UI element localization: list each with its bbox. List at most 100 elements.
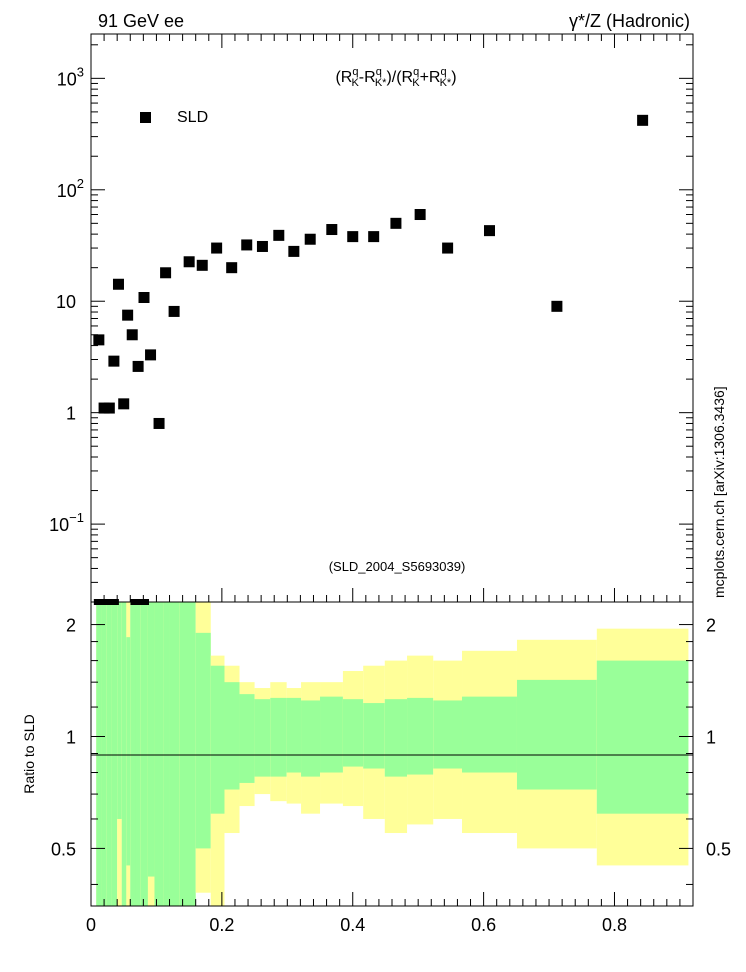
x-tick-label: 0: [86, 915, 96, 935]
ratio-inner-band: [363, 703, 385, 769]
ratio-inner-band: [320, 696, 343, 773]
data-point: [93, 334, 105, 346]
plot-title: (Rq K-Rq K*)/(Rq K+Rq K*): [335, 66, 456, 89]
data-point: [483, 225, 495, 237]
ratio-inner-band: [147, 602, 155, 877]
plot-title-part: K: [351, 77, 359, 89]
ratio-y-axis-label: Ratio to SLD: [21, 714, 37, 793]
ratio-inner-band: [384, 699, 408, 777]
ratio-inner-band: [210, 665, 225, 814]
data-point: [126, 329, 138, 341]
data-point: [551, 300, 563, 312]
data-point: [273, 229, 285, 241]
ratio-inner-band: [224, 682, 240, 790]
plot-title-part: q: [440, 66, 446, 78]
data-point: [347, 231, 359, 243]
data-point: [108, 355, 120, 367]
ratio-inner-band: [126, 637, 131, 866]
data-point: [103, 402, 115, 414]
ratio-inner-band: [342, 699, 364, 767]
data-point: [256, 240, 268, 252]
data-point: [160, 267, 172, 279]
ratio-inner-band: [179, 602, 196, 906]
ratio-inner-band: [121, 602, 127, 906]
data-point: [168, 305, 180, 317]
ratio-inner-band: [239, 694, 255, 783]
data-point: [118, 398, 130, 410]
plot-title-part: )/(R: [386, 69, 413, 86]
side-watermark-label: mcplots.cern.ch [arXiv:1306.3436]: [711, 386, 727, 598]
data-point: [288, 245, 300, 257]
header-right-label: γ*/Z (Hadronic): [569, 11, 690, 31]
plot-title-part: K*: [375, 77, 387, 89]
ratio-inner-band: [301, 700, 321, 777]
ratio-inner-band: [117, 602, 122, 819]
ratio-inner-band: [135, 602, 141, 906]
plot-title-part: ): [451, 69, 456, 86]
plot-title-part: -R: [359, 69, 376, 86]
x-tick-label: 0.8: [602, 915, 627, 935]
sld-data-points: [93, 114, 649, 429]
ratio-y-tick-label: 0.5: [51, 839, 76, 859]
ratio-inner-band: [254, 699, 271, 777]
ratio-inner-band: [111, 602, 118, 906]
ratio-y-tick-label-right: 2: [706, 616, 716, 636]
main-y-axis: 10−1 1 10 102 103: [49, 44, 693, 603]
legend-sld-label: SLD: [177, 109, 208, 126]
data-point: [153, 417, 165, 429]
ratio-plot-panel: 0.5 0.5 1 1 2 2 0 0.2 0.4 0.6 0.8 Ratio to SLD: [21, 599, 731, 935]
plot-title-part: q: [413, 66, 419, 78]
ratio-y-axis: 0.5 0.5 1 1 2 2: [51, 616, 731, 885]
data-point: [196, 259, 208, 271]
data-point: [368, 231, 380, 243]
ratio-inner-band: [195, 632, 211, 849]
data-point: [112, 278, 124, 290]
data-point: [183, 256, 195, 268]
data-point: [241, 239, 253, 251]
ratio-inner-band: [596, 660, 689, 814]
data-point: [414, 209, 426, 221]
x-tick-label: 0.2: [209, 915, 234, 935]
plot-title-part: q: [376, 66, 382, 78]
x-tick-label: 0.6: [471, 915, 496, 935]
data-point: [145, 349, 157, 361]
ratio-x-axis: 0 0.2 0.4 0.6 0.8: [86, 892, 681, 935]
ratio-inner-band: [163, 602, 170, 906]
ratio-y-tick-label-right: 0.5: [706, 839, 731, 859]
ratio-y-tick-label-right: 1: [706, 727, 716, 747]
ratio-inner-band: [433, 700, 463, 769]
ratio-inner-band: [286, 697, 302, 773]
ratio-inner-band: [462, 696, 517, 773]
ratio-inner-band: [516, 679, 597, 790]
y-tick-label: 10: [56, 292, 76, 312]
ratio-inner-band: [130, 602, 136, 906]
data-point: [226, 262, 238, 274]
ratio-inner-band: [154, 602, 164, 906]
data-point: [138, 292, 150, 304]
plot-title-part: K: [412, 77, 420, 89]
ratio-inner-band: [106, 602, 112, 906]
y-tick-label: 10−1: [49, 510, 84, 535]
data-point: [326, 224, 338, 236]
header-left-label: 91 GeV ee: [98, 11, 184, 31]
y-tick-label: 103: [57, 64, 84, 89]
plot-title-part: +R: [420, 69, 441, 86]
x-tick-label: 0.4: [340, 915, 365, 935]
ratio-y-tick-label: 2: [66, 616, 76, 636]
data-point: [304, 233, 316, 245]
y-tick-label: 1: [66, 404, 76, 424]
data-point: [442, 242, 454, 254]
main-x-ticks: [90, 34, 681, 602]
ratio-inner-band: [140, 602, 148, 906]
data-point: [637, 114, 649, 126]
ratio-y-tick-label: 1: [66, 727, 76, 747]
legend-sld-marker: [140, 112, 151, 123]
data-point: [390, 217, 402, 229]
plot-title-part: q: [352, 66, 358, 78]
plot-title-part: (R: [335, 69, 352, 86]
ratio-inner-band: [169, 602, 180, 906]
data-point: [211, 242, 223, 254]
plot-title-part: K*: [440, 77, 452, 89]
